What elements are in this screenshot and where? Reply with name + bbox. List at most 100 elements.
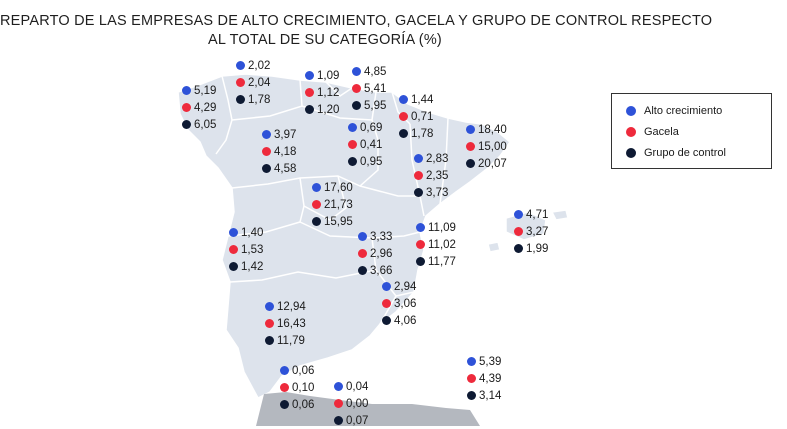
gacela-row: 1,12 (305, 84, 339, 101)
gacela-dot (280, 383, 289, 392)
control-dot (334, 416, 343, 425)
legend-alto-label: Alto crecimiento (644, 104, 723, 117)
gacela-dot (358, 249, 367, 258)
control-dot (416, 257, 425, 266)
control-row: 3,73 (414, 184, 448, 201)
legend-item-gacela: Gacela (626, 121, 771, 142)
gacela-value: 2,96 (370, 247, 393, 260)
region-asturias: 2,02 2,04 1,78 (236, 57, 270, 108)
gacela-value: 16,43 (277, 317, 306, 330)
region-comunidad-valenciana: 11,09 11,02 11,77 (416, 219, 456, 270)
alto-value: 0,06 (292, 364, 315, 377)
gacela-value: 0,10 (292, 381, 315, 394)
gacela-row: 3,27 (514, 223, 548, 240)
legend-gacela-dot (626, 126, 636, 137)
control-value: 6,05 (194, 118, 217, 131)
alto-dot (265, 302, 274, 311)
alto-row: 18,40 (466, 121, 507, 138)
gacela-dot (236, 78, 245, 87)
alto-row: 1,40 (229, 224, 263, 241)
gacela-dot (182, 103, 191, 112)
alto-value: 12,94 (277, 300, 306, 313)
legend-control-dot (626, 147, 636, 158)
alto-value: 0,04 (346, 380, 369, 393)
region-baleares: 4,71 3,27 1,99 (514, 206, 548, 257)
control-row: 15,95 (312, 213, 353, 230)
gacela-dot (399, 112, 408, 121)
gacela-value: 2,04 (248, 76, 271, 89)
legend-box: Alto crecimiento Gacela Grupo de control (611, 93, 772, 169)
control-row: 1,78 (399, 125, 433, 142)
region-galicia: 5,19 4,29 6,05 (182, 82, 216, 133)
control-dot (514, 244, 523, 253)
alto-row: 11,09 (416, 219, 456, 236)
control-value: 1,78 (248, 93, 271, 106)
region-canarias: 5,39 4,39 3,14 (467, 353, 501, 404)
alto-value: 3,97 (274, 128, 297, 141)
region-cataluna: 18,40 15,00 20,07 (466, 121, 507, 172)
alto-row: 4,71 (514, 206, 548, 223)
gacela-row: 4,29 (182, 99, 216, 116)
control-row: 1,99 (514, 240, 548, 257)
control-value: 4,06 (394, 314, 417, 327)
alto-value: 1,44 (411, 93, 434, 106)
region-pais-vasco: 4,85 5,41 5,95 (352, 63, 386, 114)
alto-dot (182, 86, 191, 95)
control-value: 20,07 (478, 157, 507, 170)
alto-value: 3,33 (370, 230, 393, 243)
control-dot (414, 188, 423, 197)
alto-row: 3,33 (358, 228, 392, 245)
gacela-row: 0,71 (399, 108, 433, 125)
legend-gacela-label: Gacela (644, 125, 679, 138)
control-row: 3,66 (358, 262, 392, 279)
alto-dot (358, 232, 367, 241)
control-dot (399, 129, 408, 138)
control-row: 4,58 (262, 160, 296, 177)
region-ceuta: 0,06 0,10 0,06 (280, 362, 314, 413)
gacela-row: 0,10 (280, 379, 314, 396)
gacela-dot (382, 299, 391, 308)
control-row: 1,20 (305, 101, 339, 118)
gacela-value: 4,18 (274, 145, 297, 158)
control-value: 1,99 (526, 242, 549, 255)
alto-row: 5,39 (467, 353, 501, 370)
alto-row: 12,94 (265, 298, 306, 315)
alto-row: 4,85 (352, 63, 386, 80)
gacela-row: 0,41 (348, 136, 382, 153)
control-value: 3,14 (479, 389, 502, 402)
alto-row: 1,09 (305, 67, 339, 84)
region-castilla-la-mancha: 3,33 2,96 3,66 (358, 228, 392, 279)
alto-dot (382, 282, 391, 291)
legend-alto-dot (626, 105, 636, 116)
control-value: 0,07 (346, 414, 369, 427)
control-dot (312, 217, 321, 226)
gacela-row: 0,00 (334, 395, 368, 412)
gacela-row: 2,96 (358, 245, 392, 262)
gacela-row: 16,43 (265, 315, 306, 332)
gacela-row: 11,02 (416, 236, 456, 253)
alto-row: 2,83 (414, 150, 448, 167)
alto-row: 5,19 (182, 82, 216, 99)
alto-value: 1,09 (317, 69, 340, 82)
control-row: 6,05 (182, 116, 216, 133)
region-cantabria: 1,09 1,12 1,20 (305, 67, 339, 118)
gacela-row: 5,41 (352, 80, 386, 97)
control-dot (382, 316, 391, 325)
control-row: 1,42 (229, 258, 263, 275)
gacela-value: 1,53 (241, 243, 264, 256)
control-row: 1,78 (236, 91, 270, 108)
gacela-row: 4,39 (467, 370, 501, 387)
gacela-row: 4,18 (262, 143, 296, 160)
gacela-dot (348, 140, 357, 149)
control-dot (467, 391, 476, 400)
alto-dot (514, 210, 523, 219)
map-title-line-1: REPARTO DE LAS EMPRESAS DE ALTO CRECIMIE… (0, 13, 713, 29)
control-dot (466, 159, 475, 168)
control-dot (236, 95, 245, 104)
alto-dot (352, 67, 361, 76)
gacela-value: 4,29 (194, 101, 217, 114)
alto-value: 2,94 (394, 280, 417, 293)
control-dot (262, 164, 271, 173)
gacela-dot (466, 142, 475, 151)
